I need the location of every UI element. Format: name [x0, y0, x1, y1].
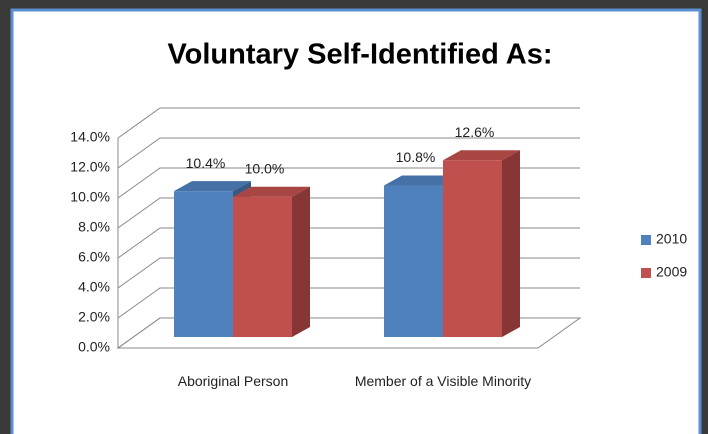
bar	[174, 191, 233, 337]
bar-side-shade	[502, 150, 520, 337]
bar-top	[174, 181, 251, 192]
data-label: 10.8%	[396, 149, 436, 165]
bar-top-shade	[233, 186, 310, 197]
chart-title: Voluntary Self-Identified As:	[167, 39, 552, 71]
bar-top	[443, 150, 520, 161]
y-tick-label: 14.0%	[70, 129, 110, 145]
bar	[233, 196, 292, 337]
y-tick-label: 12.0%	[70, 159, 110, 175]
grid-line	[117, 137, 580, 169]
bar	[443, 160, 502, 337]
data-label: 12.6%	[455, 124, 495, 140]
y-tick-label: 10.0%	[70, 189, 110, 205]
bar-side-shade	[292, 186, 310, 337]
y-tick-label: 8.0%	[78, 219, 110, 235]
data-label: 10.4%	[186, 155, 226, 171]
bar-top-shade	[174, 181, 251, 192]
grid-line	[117, 167, 580, 199]
bar-top	[233, 186, 310, 197]
bar-top	[384, 175, 461, 186]
y-tick-label: 2.0%	[78, 309, 110, 325]
bar	[384, 185, 443, 337]
y-tick-label: 6.0%	[78, 249, 110, 265]
legend-swatch	[641, 268, 651, 278]
legend-swatch	[641, 235, 651, 245]
bar-side	[292, 186, 310, 337]
bar-side	[502, 150, 520, 337]
grid-line	[117, 107, 580, 139]
legend-label: 2010	[656, 231, 687, 247]
bar-top-shade	[384, 175, 461, 186]
x-tick-label: Aboriginal Person	[177, 373, 289, 389]
bar-top-shade	[443, 150, 520, 161]
x-tick-label: Member of a Visible Minority	[354, 373, 532, 389]
y-tick-label: 4.0%	[78, 279, 110, 295]
y-tick-label: 0.0%	[78, 339, 110, 355]
legend-label: 2009	[656, 264, 687, 280]
data-label: 10.0%	[245, 160, 285, 176]
